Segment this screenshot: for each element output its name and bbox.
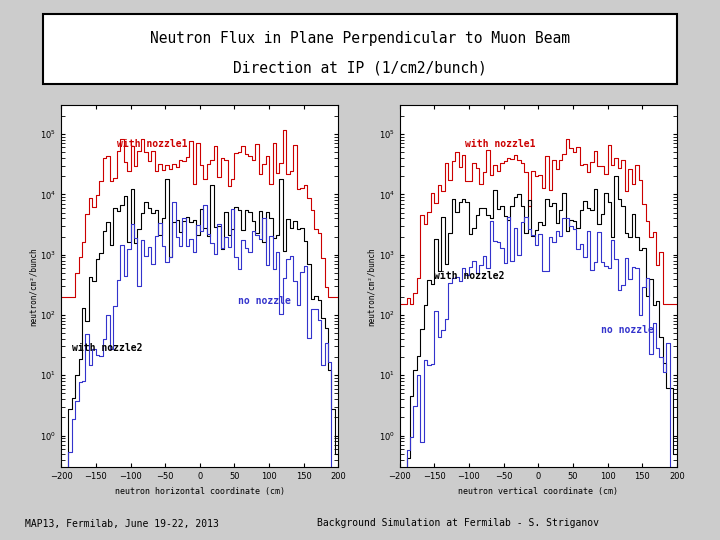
Y-axis label: neutron/cm²/bunch: neutron/cm²/bunch	[28, 247, 37, 326]
FancyBboxPatch shape	[43, 14, 677, 84]
Text: MAP13, Fermilab, June 19-22, 2013: MAP13, Fermilab, June 19-22, 2013	[25, 518, 219, 529]
X-axis label: neutron horizontal coordinate (cm): neutron horizontal coordinate (cm)	[114, 487, 285, 496]
Text: with nozzle2: with nozzle2	[71, 343, 142, 353]
Y-axis label: neutron/cm²/bunch: neutron/cm²/bunch	[366, 247, 376, 326]
Text: no nozzle: no nozzle	[600, 325, 654, 335]
Text: Neutron Flux in Plane Perpendicular to Muon Beam: Neutron Flux in Plane Perpendicular to M…	[150, 31, 570, 45]
Text: no nozzle: no nozzle	[238, 296, 291, 306]
Text: with nozzle2: with nozzle2	[434, 271, 505, 281]
Text: with nozzle1: with nozzle1	[117, 139, 187, 150]
X-axis label: neutron vertical coordinate (cm): neutron vertical coordinate (cm)	[458, 487, 618, 496]
Text: Direction at IP (1/cm2/bunch): Direction at IP (1/cm2/bunch)	[233, 61, 487, 76]
Text: with nozzle1: with nozzle1	[465, 139, 536, 150]
Text: Background Simulation at Fermilab - S. Striganov: Background Simulation at Fermilab - S. S…	[317, 518, 599, 529]
